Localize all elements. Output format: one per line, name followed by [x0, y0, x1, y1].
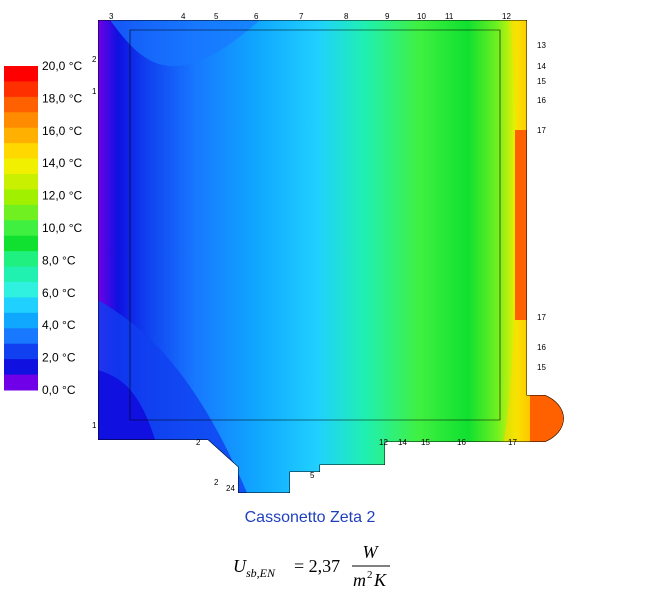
legend-swatch: [4, 174, 38, 190]
isotherm-label: 15: [537, 363, 546, 372]
legend-swatch: [4, 282, 38, 298]
isotherm-label: 17: [537, 313, 546, 322]
legend-swatch: [4, 359, 38, 376]
legend-swatch: [4, 266, 38, 283]
legend-swatch: [4, 66, 38, 82]
isotherm-label: 14: [537, 62, 546, 71]
formula-numerator: W: [363, 542, 380, 562]
isotherm-label: 7: [299, 12, 304, 21]
legend-label: 6,0 °C: [42, 286, 76, 300]
isotherm-label: 3: [109, 12, 114, 21]
legend-swatch: [4, 220, 38, 237]
isotherm-label: 13: [537, 41, 546, 50]
legend-swatch: [4, 143, 38, 160]
legend-swatch: [4, 297, 38, 314]
isotherm-label: 5: [310, 471, 315, 480]
formula: U sb,EN = 2,37 W m 2 K: [233, 542, 390, 590]
legend-label: 4,0 °C: [42, 318, 76, 332]
legend-swatch: [4, 127, 38, 144]
legend-swatch: [4, 112, 38, 129]
formula-unit: K: [373, 570, 387, 590]
thermal-field: [98, 20, 564, 493]
legend-swatch: [4, 158, 38, 175]
isotherm-label: 11: [445, 12, 454, 21]
isotherm-label: 9: [385, 12, 390, 21]
isotherm-label: 24: [226, 484, 235, 493]
formula-subscript: sb,EN: [246, 566, 276, 580]
isotherm-label: 1: [92, 87, 97, 96]
isotherm-label: 15: [421, 438, 430, 447]
isotherm-label: 10: [417, 12, 426, 21]
legend-swatch: [4, 343, 38, 360]
isotherm-label: 14: [398, 438, 407, 447]
legend-swatch: [4, 81, 38, 98]
legend-label: 0,0 °C: [42, 383, 76, 397]
legend-swatch: [4, 328, 38, 345]
isotherm-label: 1: [92, 421, 97, 430]
caption: Cassonetto Zeta 2: [245, 509, 376, 526]
legend-swatch: [4, 312, 38, 329]
legend-swatch: [4, 204, 38, 221]
legend-label: 20,0 °C: [42, 59, 82, 73]
isotherm-label: 2: [196, 438, 201, 447]
formula-symbol: U: [233, 556, 247, 576]
isotherm-label: 8: [344, 12, 349, 21]
isotherm-label: 17: [537, 126, 546, 135]
legend-label: 8,0 °C: [42, 253, 76, 267]
isotherm-label: 15: [537, 77, 546, 86]
isotherm-label: 6: [254, 12, 259, 21]
legend-swatch: [4, 96, 38, 113]
legend-swatch: [4, 189, 38, 206]
isotherm-label: 5: [214, 12, 219, 21]
legend-swatch: [4, 235, 38, 252]
legend-label: 2,0 °C: [42, 351, 76, 365]
legend-label: 12,0 °C: [42, 189, 82, 203]
isotherm-label: 4: [181, 12, 186, 21]
isotherm-label: 16: [457, 438, 466, 447]
legend-label: 18,0 °C: [42, 91, 82, 105]
formula-denominator: m: [353, 570, 366, 590]
formula-exponent: 2: [367, 569, 373, 581]
isotherm-label: 2: [214, 478, 219, 487]
isotherm-label: 2: [92, 55, 97, 64]
legend-label: 14,0 °C: [42, 156, 82, 170]
isotherm-label: 12: [379, 438, 388, 447]
color-legend: 20,0 °C 18,0 °C 16,0 °C 14,0 °C 12,0 °C 10,0 …: [4, 59, 82, 397]
legend-swatch: [4, 251, 38, 268]
isotherm-label: 16: [537, 343, 546, 352]
isotherm-label: 16: [537, 96, 546, 105]
isotherm-label: 12: [502, 12, 511, 21]
legend-label: 10,0 °C: [42, 221, 82, 235]
isotherm-label: 17: [508, 438, 517, 447]
legend-swatch: [4, 374, 38, 391]
legend-label: 16,0 °C: [42, 124, 82, 138]
formula-value: = 2,37: [294, 556, 340, 576]
